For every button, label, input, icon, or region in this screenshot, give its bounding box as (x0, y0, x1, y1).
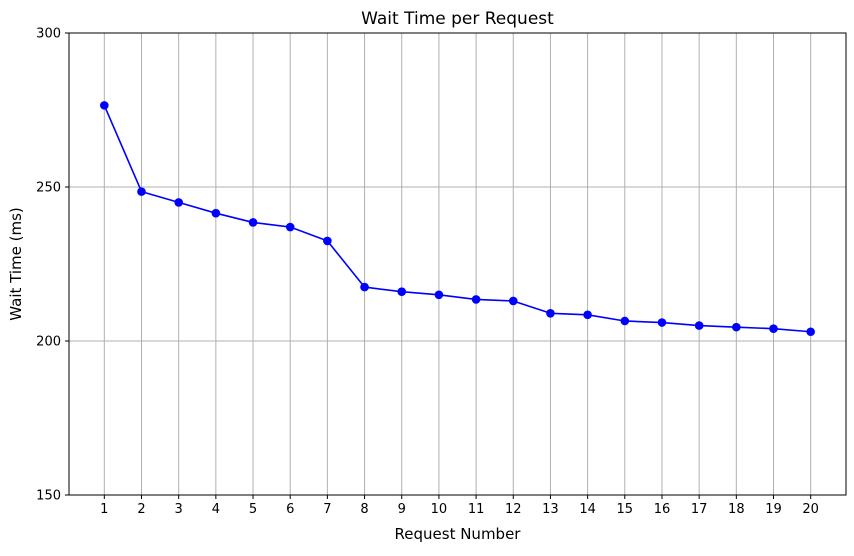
x-tick-label: 7 (323, 502, 331, 517)
data-point (285, 222, 295, 232)
y-tick-label: 150 (36, 489, 61, 504)
x-axis-label: Request Number (395, 525, 522, 543)
data-point (694, 321, 704, 330)
x-tick-label: 5 (249, 502, 257, 517)
x-tick-label: 3 (175, 502, 183, 517)
data-point (471, 295, 481, 304)
x-tick-label: 20 (802, 502, 819, 517)
x-tick-label: 6 (286, 502, 294, 517)
x-tick-label: 16 (654, 502, 671, 517)
x-tick-label: 2 (137, 502, 145, 517)
plot-frame (68, 32, 847, 496)
x-tick-label: 11 (468, 502, 485, 517)
x-tick-label: 14 (579, 502, 596, 517)
data-series (100, 101, 815, 337)
axis-ticks: 1 2 3 4 5 6 7 8 9 10 11 12 13 14 15 16 17 18 19 20150200250… (36, 27, 819, 518)
series-line (103, 105, 811, 333)
x-tick-label: 4 (212, 502, 220, 517)
x-tick-label: 1 (100, 502, 108, 517)
data-point (211, 208, 221, 218)
grid-lines (69, 32, 846, 496)
data-point (434, 290, 444, 300)
x-tick-label: 18 (728, 502, 745, 517)
chart-title: Wait Time per Request (361, 9, 554, 29)
data-point (100, 101, 109, 110)
data-point (732, 322, 741, 332)
y-tick-label: 300 (36, 27, 61, 42)
data-point (769, 324, 778, 333)
x-tick-label: 12 (505, 502, 522, 517)
x-tick-label: 15 (617, 502, 634, 517)
data-point (806, 327, 815, 337)
y-tick-label: 250 (36, 181, 61, 196)
data-point (620, 316, 630, 326)
x-tick-label: 19 (765, 502, 782, 517)
data-point (546, 308, 555, 318)
x-tick-label: 13 (542, 502, 559, 517)
data-point (137, 187, 146, 196)
data-point (360, 282, 369, 292)
y-tick-label: 200 (36, 335, 61, 350)
x-tick-label: 10 (431, 502, 448, 517)
data-point (657, 318, 667, 327)
data-point (248, 218, 258, 227)
x-tick-label: 8 (360, 502, 368, 517)
x-tick-label: 17 (691, 502, 708, 517)
data-point (508, 296, 518, 306)
data-point (397, 287, 407, 297)
y-axis-label: Wait Time (ms) (7, 207, 25, 321)
data-point (323, 236, 332, 246)
data-point (174, 198, 183, 207)
x-tick-label: 9 (398, 502, 406, 517)
data-point (583, 310, 592, 320)
